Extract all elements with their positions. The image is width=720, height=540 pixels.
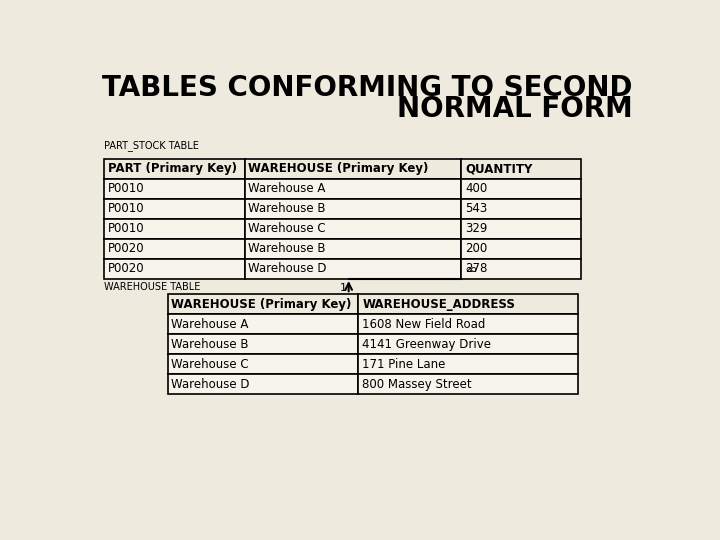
Text: 543: 543 xyxy=(465,202,487,215)
Text: Warehouse C: Warehouse C xyxy=(248,222,326,235)
Bar xyxy=(462,259,580,279)
Bar xyxy=(104,179,245,199)
Text: PART (Primary Key): PART (Primary Key) xyxy=(108,162,237,176)
Bar xyxy=(245,199,462,219)
Text: Warehouse D: Warehouse D xyxy=(248,262,327,275)
Text: WAREHOUSE TABLE: WAREHOUSE TABLE xyxy=(104,282,200,292)
Text: P0010: P0010 xyxy=(108,222,145,235)
Text: WAREHOUSE (Primary Key): WAREHOUSE (Primary Key) xyxy=(248,162,429,176)
Bar xyxy=(104,219,245,239)
Text: NORMAL FORM: NORMAL FORM xyxy=(397,95,632,123)
Bar xyxy=(104,199,245,219)
Bar xyxy=(359,294,578,314)
Bar xyxy=(245,259,462,279)
Text: 171 Pine Lane: 171 Pine Lane xyxy=(362,358,446,371)
Text: Warehouse C: Warehouse C xyxy=(171,358,249,371)
Text: Warehouse B: Warehouse B xyxy=(171,338,249,351)
Bar xyxy=(104,239,245,259)
Bar xyxy=(359,334,578,354)
Bar xyxy=(168,374,359,394)
Text: P0020: P0020 xyxy=(108,262,145,275)
Bar xyxy=(462,199,580,219)
Text: P0010: P0010 xyxy=(108,202,145,215)
Text: WAREHOUSE_ADDRESS: WAREHOUSE_ADDRESS xyxy=(362,298,516,311)
Text: Warehouse A: Warehouse A xyxy=(248,183,326,195)
Text: 200: 200 xyxy=(465,242,487,255)
Bar xyxy=(462,179,580,199)
Bar xyxy=(245,239,462,259)
Bar xyxy=(359,354,578,374)
Text: 329: 329 xyxy=(465,222,487,235)
Bar xyxy=(168,354,359,374)
Bar xyxy=(462,239,580,259)
Bar xyxy=(462,219,580,239)
Text: 400: 400 xyxy=(465,183,487,195)
Text: 278: 278 xyxy=(465,262,487,275)
Text: Warehouse A: Warehouse A xyxy=(171,318,248,331)
Text: P0020: P0020 xyxy=(108,242,145,255)
Bar xyxy=(168,334,359,354)
Bar xyxy=(245,219,462,239)
Text: 1608 New Field Road: 1608 New Field Road xyxy=(362,318,486,331)
Bar xyxy=(245,159,462,179)
Text: TABLES CONFORMING TO SECOND: TABLES CONFORMING TO SECOND xyxy=(102,74,632,102)
Text: P0010: P0010 xyxy=(108,183,145,195)
Text: Warehouse D: Warehouse D xyxy=(171,378,250,391)
Bar xyxy=(104,159,245,179)
Text: Warehouse B: Warehouse B xyxy=(248,202,326,215)
Text: Warehouse B: Warehouse B xyxy=(248,242,326,255)
Bar xyxy=(359,314,578,334)
Bar xyxy=(359,374,578,394)
Bar xyxy=(462,159,580,179)
Text: ∞: ∞ xyxy=(464,262,477,278)
Bar xyxy=(168,294,359,314)
Bar xyxy=(168,314,359,334)
Bar xyxy=(245,179,462,199)
Text: 1: 1 xyxy=(340,283,347,293)
Bar xyxy=(104,259,245,279)
Text: PART_STOCK TABLE: PART_STOCK TABLE xyxy=(104,140,199,151)
Text: QUANTITY: QUANTITY xyxy=(465,162,533,176)
Text: WAREHOUSE (Primary Key): WAREHOUSE (Primary Key) xyxy=(171,298,352,311)
Text: 4141 Greenway Drive: 4141 Greenway Drive xyxy=(362,338,491,351)
Text: 800 Massey Street: 800 Massey Street xyxy=(362,378,472,391)
